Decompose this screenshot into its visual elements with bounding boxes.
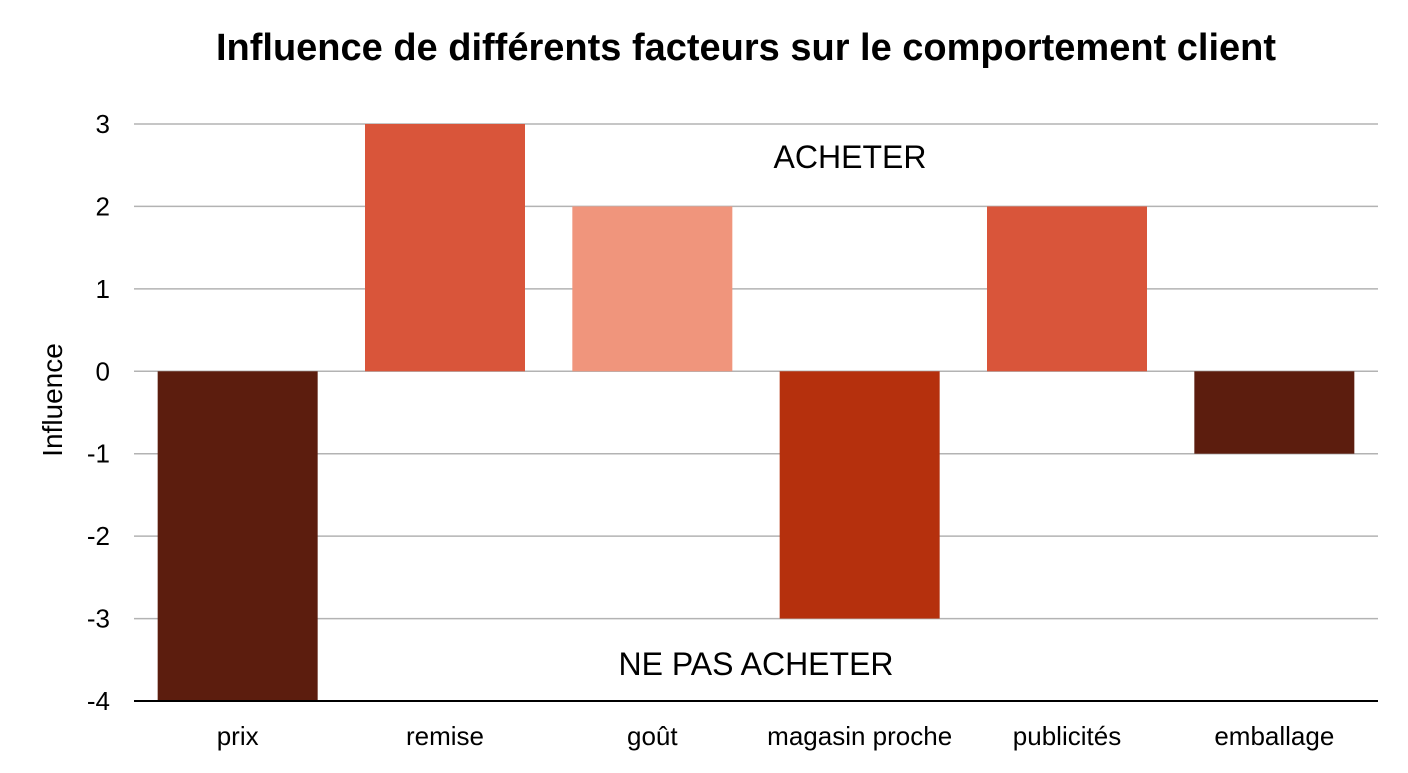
x-tick-label: goût <box>627 721 678 751</box>
y-tick-labels: 3 2 1 0 -1 -2 -3 -4 <box>87 109 110 716</box>
annotation-acheter: ACHETER <box>774 139 927 175</box>
y-tick-label: 0 <box>96 356 110 386</box>
y-axis-label: Influence <box>37 343 68 457</box>
x-tick-label: remise <box>406 721 484 751</box>
bar-prix <box>157 371 318 701</box>
x-tick-labels: prix remise goût magasin proche publicités em… <box>217 721 1335 751</box>
x-tick-label: publicités <box>1013 721 1121 751</box>
bar-emballage <box>1194 371 1355 454</box>
x-tick-label: magasin proche <box>767 721 952 751</box>
y-tick-label: -2 <box>87 521 110 551</box>
chart-title: Influence de différents facteurs sur le … <box>216 27 1276 69</box>
bar-publicités <box>987 206 1147 372</box>
gridlines <box>134 123 1378 620</box>
y-tick-label: 1 <box>96 274 110 304</box>
bar-goût <box>572 206 733 372</box>
y-tick-label: 3 <box>96 109 110 139</box>
y-tick-label: -3 <box>87 604 110 634</box>
y-tick-label: -1 <box>87 439 110 469</box>
bar-remise <box>365 124 525 372</box>
bars <box>157 124 1355 701</box>
x-tick-label: emballage <box>1214 721 1334 751</box>
x-tick-label: prix <box>217 721 259 751</box>
y-tick-label: 2 <box>96 191 110 221</box>
y-tick-label: -4 <box>87 686 110 716</box>
bar-magasin-proche <box>779 371 940 619</box>
annotation-ne-pas-acheter: NE PAS ACHETER <box>618 646 893 682</box>
